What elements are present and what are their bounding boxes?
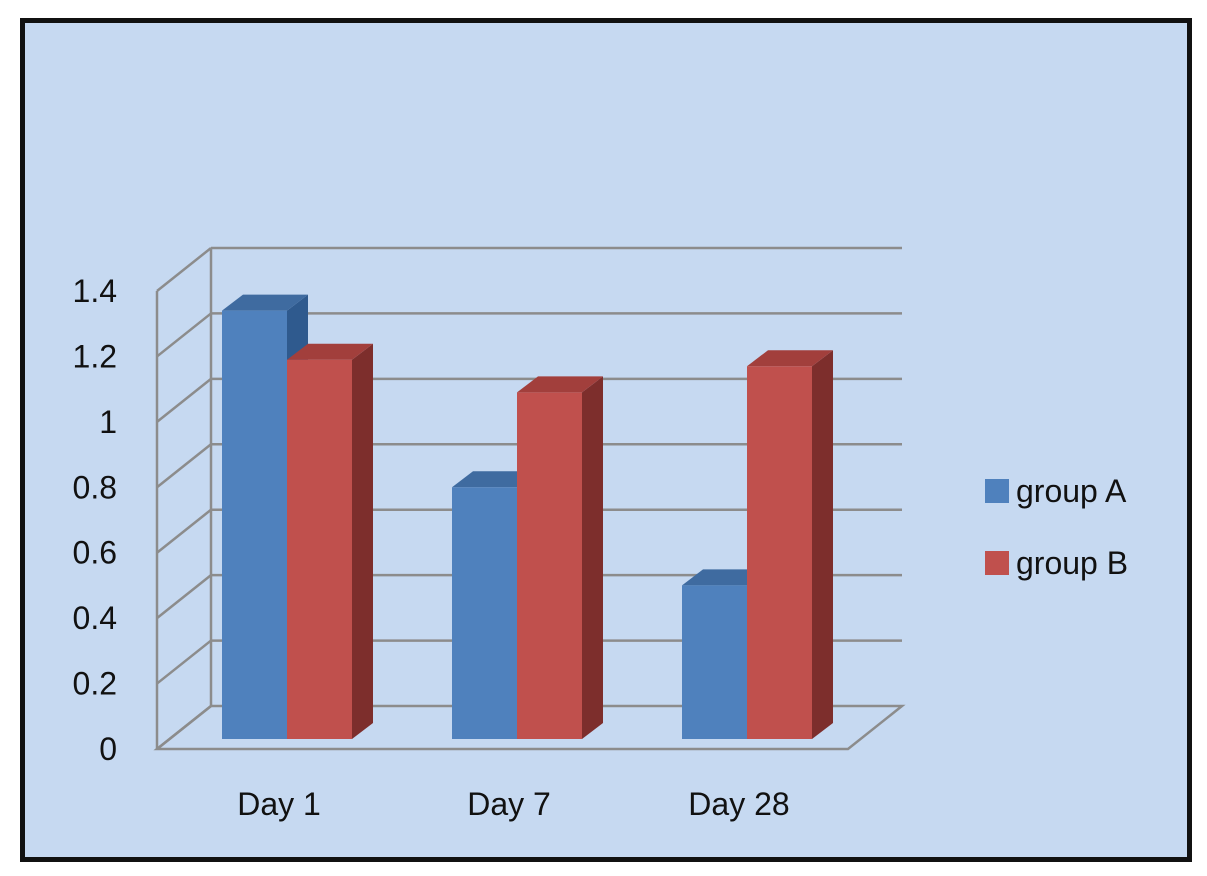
bar-front: [682, 585, 747, 739]
gridline-diagonal: [156, 705, 212, 750]
legend-label: group A: [1016, 473, 1127, 509]
x-category-label: Day 7: [467, 786, 551, 822]
gridline-diagonal: [156, 508, 212, 554]
gridline-diagonal: [156, 574, 212, 620]
y-tick-label: 0.2: [73, 666, 117, 702]
x-axis-category-labels: Day 1 Day 7 Day 28: [237, 786, 789, 822]
gridline-diagonal: [156, 247, 212, 292]
gridline-diagonal: [156, 377, 212, 423]
chart-frame: [20, 18, 1192, 862]
legend-swatch: [985, 479, 1009, 503]
bar-top: [452, 471, 538, 488]
x-category-label: Day 1: [237, 786, 321, 822]
bar-front: [222, 310, 287, 739]
gridline-diagonal: [156, 312, 212, 358]
gridline-diagonal: [156, 443, 212, 489]
y-axis-tick-labels: 0 0.2 0.4 0.6 0.8 1 1.2 1.4: [73, 273, 117, 767]
y-tick-label: 0.8: [73, 469, 117, 505]
bar-front: [517, 392, 582, 739]
bar-side: [582, 376, 603, 739]
bar-top: [222, 294, 308, 311]
legend-item: group B: [985, 545, 1128, 581]
y-tick-label: 1.2: [73, 338, 117, 374]
bar-group-b-day-1: [287, 343, 373, 739]
y-tick-label: 1: [99, 404, 117, 440]
bar-front: [452, 487, 517, 739]
bar-top: [682, 569, 768, 586]
y-tick-label: 0.6: [73, 535, 117, 571]
bar-front: [747, 366, 812, 739]
x-category-label: Day 28: [688, 786, 789, 822]
bar-side: [812, 350, 833, 739]
y-tick-label: 0.4: [73, 600, 117, 636]
legend: group A group B: [985, 473, 1128, 581]
bar-top: [517, 376, 603, 393]
gridline-diagonal: [156, 639, 212, 685]
legend-label: group B: [1016, 545, 1128, 581]
bar-front: [287, 359, 352, 739]
y-tick-label: 1.4: [73, 273, 117, 309]
bar-group-b-day-28: [747, 350, 833, 739]
bar-top: [747, 350, 833, 367]
legend-item: group A: [985, 473, 1127, 509]
bars: [222, 294, 833, 739]
bar-top: [287, 343, 373, 360]
bar-group-b-day-7: [517, 376, 603, 739]
bar-side: [352, 343, 373, 739]
legend-swatch: [985, 551, 1009, 575]
y-tick-label: 0: [99, 731, 117, 767]
